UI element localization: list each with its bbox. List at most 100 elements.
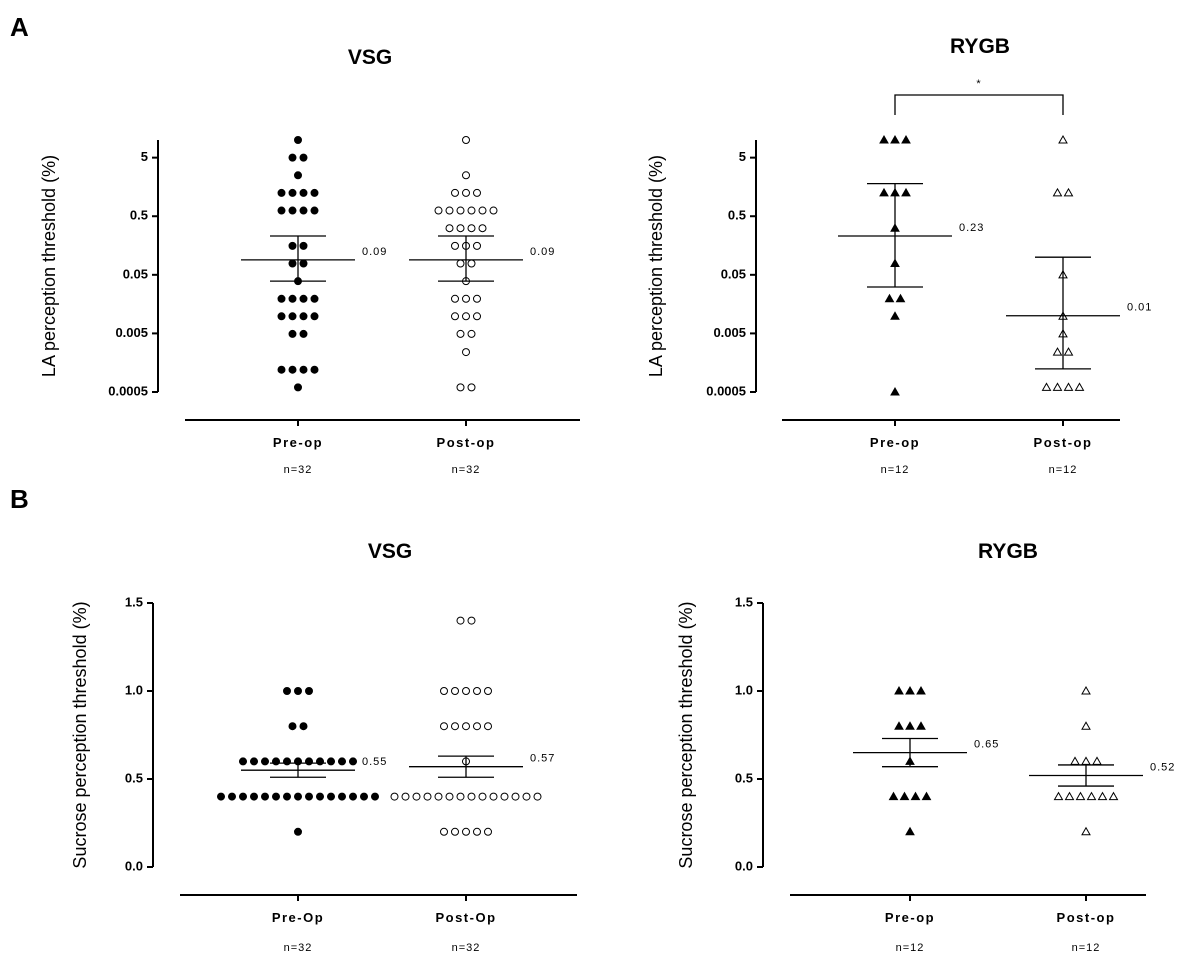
y-tick-label: 0.05: [721, 266, 746, 281]
data-point: [294, 136, 302, 144]
n-label: n=32: [452, 464, 481, 476]
data-point: [277, 365, 286, 374]
data-point: [916, 721, 926, 730]
data-point: [879, 134, 889, 144]
data-point: [901, 187, 911, 197]
data-point: [299, 153, 308, 162]
data-point: [473, 312, 481, 321]
data-point: [299, 206, 308, 215]
y-axis-label: Sucrose perception threshold (%): [70, 601, 90, 868]
data-point: [467, 224, 476, 233]
data-point: [288, 312, 297, 321]
data-point: [338, 792, 346, 801]
data-point: [294, 827, 302, 836]
data-point: [283, 757, 291, 766]
data-point: [879, 187, 889, 197]
data-point: [288, 294, 297, 303]
data-point: [473, 827, 481, 836]
data-point: [462, 188, 470, 197]
data-point: [478, 792, 487, 801]
data-point: [1063, 187, 1074, 197]
data-point: [305, 687, 313, 695]
chart-title: VSG: [348, 46, 392, 69]
data-point: [1097, 791, 1108, 801]
data-point: [390, 792, 399, 801]
data-point: [283, 792, 291, 801]
data-point: [239, 757, 247, 766]
mean-label: 0.55: [362, 756, 387, 768]
y-tick-label: 0.5: [728, 208, 746, 223]
data-point: [288, 329, 297, 338]
y-axis-label: LA perception threshold (%): [39, 155, 59, 377]
data-point: [277, 312, 286, 321]
y-tick-label: 1.5: [125, 594, 143, 609]
data-point: [349, 792, 357, 801]
data-point: [217, 792, 225, 801]
data-point: [299, 259, 308, 268]
data-point: [440, 827, 448, 836]
data-point: [310, 294, 319, 303]
y-tick-label: 5: [141, 149, 148, 164]
data-point: [890, 134, 900, 144]
data-point: [462, 312, 470, 321]
mean-label: 0.52: [1150, 761, 1175, 773]
data-point: [1052, 187, 1063, 197]
data-point: [288, 365, 297, 374]
data-point: [462, 348, 470, 357]
data-point: [310, 365, 319, 374]
data-point: [316, 757, 324, 766]
category-label: Pre-op: [870, 435, 920, 450]
data-point: [1053, 791, 1064, 801]
data-point: [462, 722, 470, 731]
chart-title: RYGB: [950, 35, 1010, 58]
y-tick-label: 0.0005: [706, 383, 746, 398]
data-point: [1074, 382, 1085, 391]
data-point: [489, 206, 498, 215]
n-label: n=12: [881, 464, 910, 476]
data-point: [462, 687, 470, 695]
data-point: [401, 792, 410, 801]
data-point: [277, 294, 286, 303]
data-point: [1041, 382, 1052, 391]
data-point: [1058, 134, 1068, 144]
data-point: [484, 687, 492, 695]
data-point: [901, 134, 911, 144]
data-point: [299, 188, 308, 197]
data-point: [310, 188, 319, 197]
y-tick-label: 0.05: [123, 266, 148, 281]
data-point: [288, 188, 297, 197]
data-point: [288, 206, 297, 215]
y-tick-label: 5: [739, 149, 746, 164]
data-point: [467, 329, 476, 338]
data-point: [895, 293, 906, 303]
data-point: [489, 792, 498, 801]
data-point: [451, 188, 459, 197]
data-point: [478, 224, 487, 233]
data-point: [467, 616, 476, 625]
data-point: [1081, 826, 1091, 836]
data-point: [1052, 347, 1063, 356]
data-point: [310, 312, 319, 321]
data-point: [456, 329, 465, 338]
data-point: [1081, 721, 1091, 730]
significance-label: *: [976, 78, 981, 90]
data-point: [349, 757, 357, 766]
y-tick-label: 1.0: [735, 682, 753, 697]
data-point: [261, 792, 269, 801]
data-point: [294, 687, 302, 695]
data-point: [338, 757, 346, 766]
data-point: [522, 792, 531, 801]
data-point: [1052, 382, 1063, 391]
data-point: [456, 383, 465, 392]
data-point: [305, 757, 313, 766]
data-point: [445, 792, 454, 801]
data-point: [478, 206, 487, 215]
n-label: n=12: [1049, 464, 1078, 476]
data-point: [888, 791, 899, 801]
data-point: [905, 826, 915, 836]
data-point: [1063, 382, 1074, 391]
data-point: [412, 792, 421, 801]
data-point: [500, 792, 509, 801]
data-point: [456, 616, 465, 625]
